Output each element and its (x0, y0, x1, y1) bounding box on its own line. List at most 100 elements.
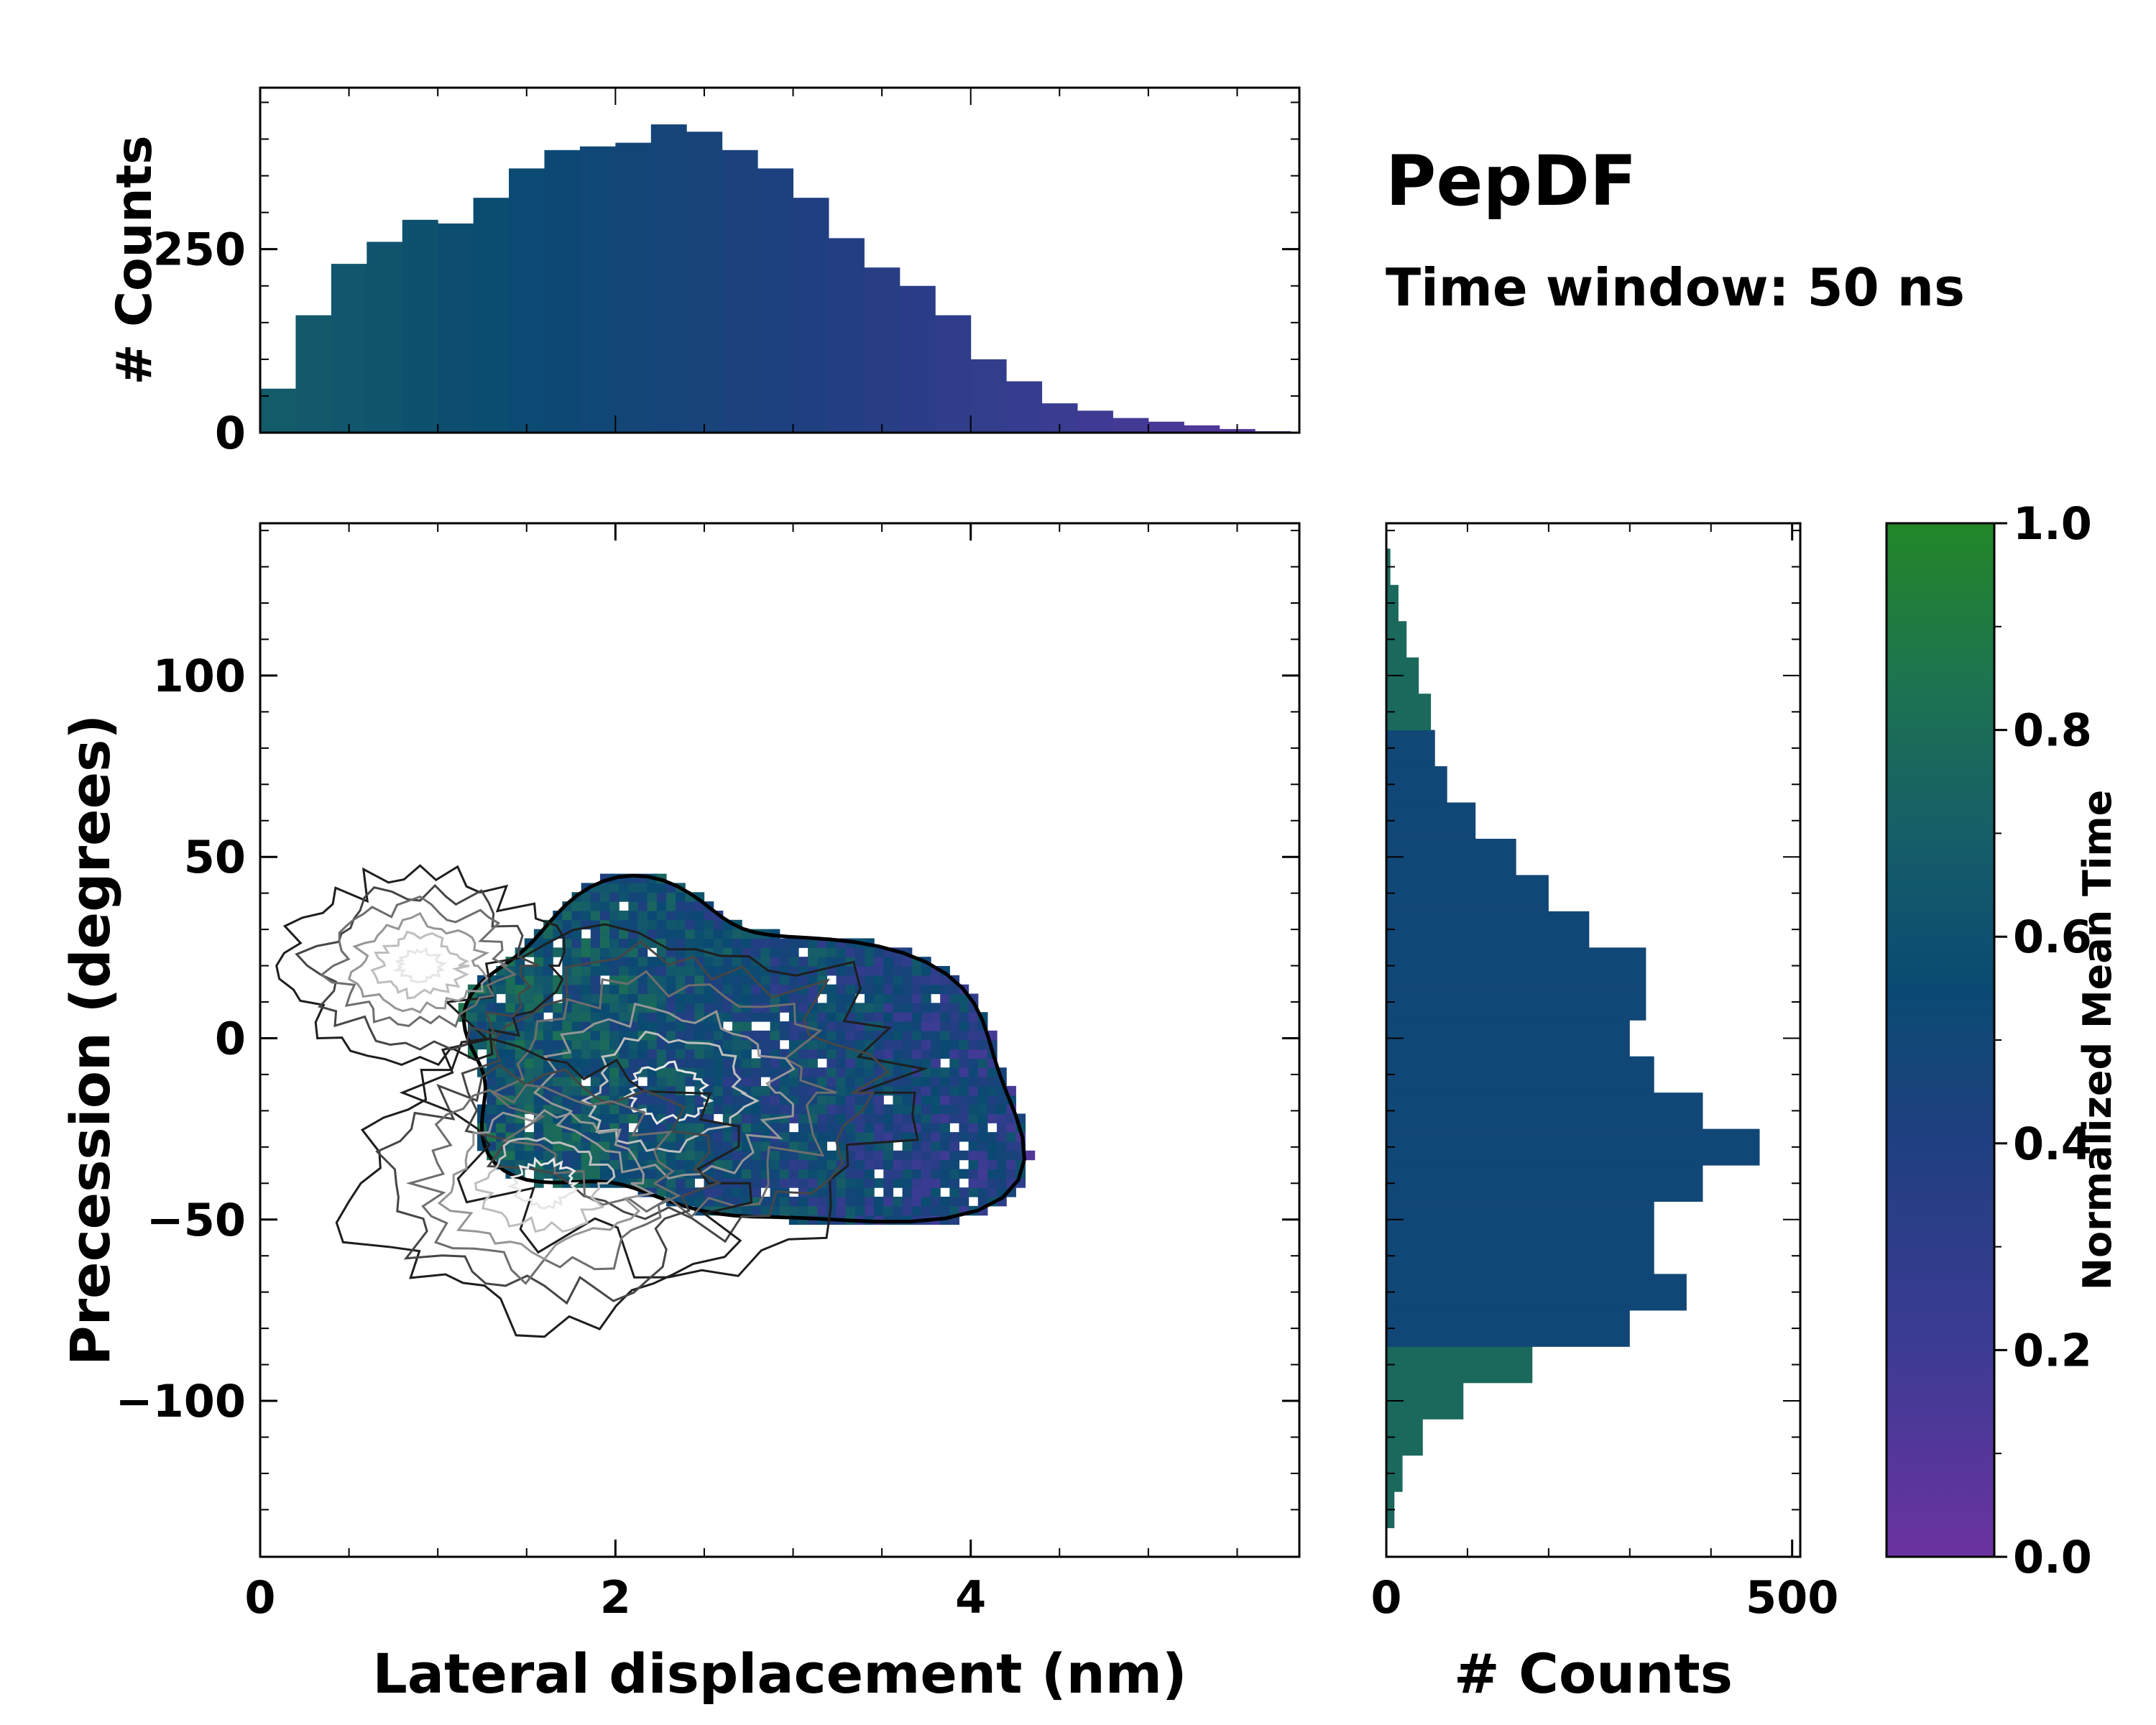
density-cell (968, 1077, 979, 1087)
density-cell (902, 1012, 913, 1022)
density-cell (921, 1030, 931, 1041)
density-cell (940, 993, 950, 1003)
density-cell (676, 919, 686, 930)
density-cell (619, 883, 629, 893)
density-cell (817, 1196, 828, 1207)
density-cell (854, 1030, 865, 1041)
density-cell (808, 1169, 818, 1179)
x-tick-label: 2 (600, 1571, 631, 1624)
density-cell (609, 984, 619, 995)
density-cell (770, 984, 780, 995)
density-cell (590, 1150, 601, 1161)
density-cell (581, 1039, 591, 1050)
density-cell (836, 975, 847, 985)
density-cell (685, 1196, 695, 1207)
density-cell (619, 1132, 629, 1142)
density-cell (826, 1049, 837, 1059)
density-cell (704, 957, 714, 967)
density-cell (997, 1159, 1007, 1170)
density-cell (968, 1021, 979, 1031)
density-cell (770, 1095, 780, 1105)
density-cell (704, 1003, 714, 1013)
density-cell (968, 1104, 979, 1115)
density-cell (496, 1067, 507, 1077)
density-cell (704, 1150, 714, 1161)
density-cell (845, 1030, 856, 1041)
density-cell (533, 965, 544, 976)
density-cell (751, 1113, 762, 1123)
density-cell (751, 1030, 762, 1041)
density-cell (940, 1049, 950, 1059)
density-cell (854, 1150, 865, 1161)
density-cell (883, 975, 894, 985)
density-cell (997, 1141, 1007, 1151)
density-cell (685, 938, 695, 948)
density-cell (987, 1132, 998, 1142)
density-cell (619, 938, 629, 948)
density-cell (694, 1058, 705, 1068)
density-cell (808, 957, 818, 967)
density-cell (911, 993, 922, 1003)
density-cell (609, 1104, 619, 1115)
density-contour (348, 911, 490, 1014)
density-cell (921, 1085, 931, 1096)
density-cell (921, 1196, 931, 1207)
density-cell (949, 1021, 960, 1031)
density-cell (883, 1123, 894, 1133)
density-cell (599, 1113, 610, 1123)
density-cell (742, 975, 752, 985)
density-cell (477, 1003, 487, 1013)
density-cell (694, 984, 705, 995)
density-cell (751, 1169, 762, 1179)
density-cell (817, 1077, 828, 1087)
density-cell (779, 1123, 790, 1133)
density-cell (854, 1012, 865, 1022)
density-cell (921, 1012, 931, 1022)
y-tick-label: 100 (153, 650, 246, 702)
y-tick-label: −100 (116, 1375, 246, 1427)
density-cell (808, 984, 818, 995)
density-cell (874, 1003, 884, 1013)
density-cell (883, 1030, 894, 1041)
density-cell (496, 1123, 507, 1133)
density-cell (836, 1187, 847, 1197)
density-cell (902, 1205, 913, 1216)
density-cell (722, 1085, 733, 1096)
density-cell (959, 1049, 969, 1059)
density-cell (770, 1039, 780, 1050)
density-cell (874, 1030, 884, 1041)
density-cell (959, 1012, 969, 1022)
density-cell (751, 1141, 762, 1151)
density-cell (788, 957, 799, 967)
density-cell (959, 1123, 969, 1133)
density-contour (405, 1083, 681, 1285)
density-cell (883, 1205, 894, 1216)
density-cell (590, 965, 601, 976)
density-cell (553, 1039, 563, 1050)
density-cell (713, 1030, 724, 1041)
density-cell (665, 1104, 676, 1115)
density-cell (590, 1039, 601, 1050)
density-cell (628, 892, 639, 902)
density-cell (656, 965, 667, 976)
density-cell (590, 993, 601, 1003)
density-cell (713, 1003, 724, 1013)
top-y-tick-label: 0 (215, 407, 246, 459)
right-histogram-bar (1386, 1128, 1760, 1166)
density-cell (874, 1113, 884, 1123)
density-cell (599, 938, 610, 948)
density-cell (817, 1021, 828, 1031)
density-cell (987, 1077, 998, 1087)
main-ylabel: Precession (degrees) (58, 714, 122, 1366)
density-cell (760, 965, 771, 976)
density-cell (647, 993, 658, 1003)
density-cell (865, 1067, 875, 1077)
density-cell (713, 1085, 724, 1096)
density-cell (637, 993, 648, 1003)
density-cell (788, 938, 799, 948)
density-cell (845, 1104, 856, 1115)
top-histogram-bar (1006, 381, 1043, 433)
density-cell (997, 1132, 1007, 1142)
density-cell (562, 1085, 573, 1096)
density-cell (836, 993, 847, 1003)
